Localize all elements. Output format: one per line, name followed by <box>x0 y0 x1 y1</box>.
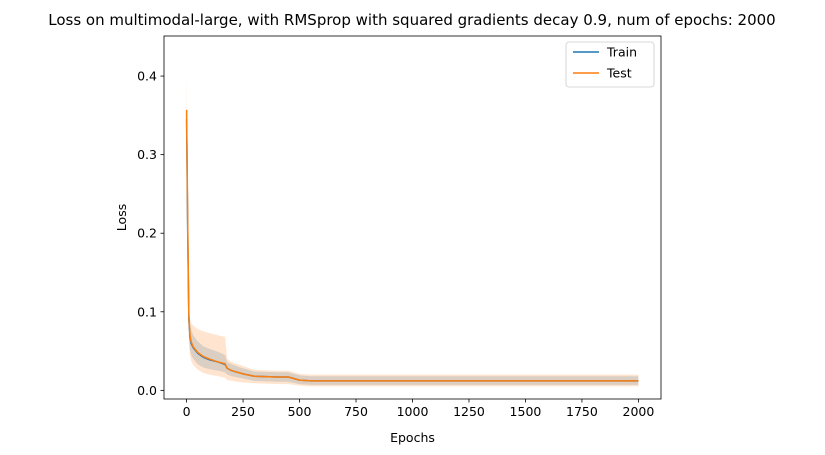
plot-frame <box>163 35 662 400</box>
y-tick-label: 0.3 <box>137 147 157 162</box>
line-test <box>185 109 639 382</box>
chart-title: Loss on multimodal-large, with RMSprop w… <box>48 11 775 29</box>
series-lines <box>185 109 639 382</box>
x-tick-label: 0 <box>183 404 191 419</box>
y-tick-label: 0.4 <box>137 69 157 84</box>
x-tick-label: 1750 <box>566 404 598 419</box>
band-train <box>186 115 639 385</box>
confidence-bands <box>186 72 639 387</box>
legend: Train Test <box>565 41 655 88</box>
legend-label-test: Test <box>606 66 632 81</box>
line-train <box>185 119 639 382</box>
x-tick-label: 1250 <box>453 404 485 419</box>
y-tick-label: 0.1 <box>137 304 157 319</box>
x-axis-label: Epochs <box>390 430 435 445</box>
x-tick-label: 1500 <box>510 404 542 419</box>
x-tick-label: 750 <box>344 404 368 419</box>
x-tick-label: 250 <box>231 404 255 419</box>
y-axis-ticks: 0.0 0.1 0.2 0.3 0.4 <box>137 69 164 398</box>
y-axis-label: Loss <box>114 204 129 231</box>
legend-box <box>565 41 655 88</box>
legend-label-train: Train <box>606 45 637 60</box>
x-tick-label: 2000 <box>623 404 655 419</box>
band-test <box>186 72 639 387</box>
y-tick-label: 0.2 <box>137 226 157 241</box>
x-tick-label: 1000 <box>397 404 429 419</box>
x-tick-label: 500 <box>288 404 312 419</box>
y-tick-label: 0.0 <box>137 383 157 398</box>
x-axis-ticks: 0 250 500 750 1000 1250 1500 1750 2000 <box>183 399 655 419</box>
